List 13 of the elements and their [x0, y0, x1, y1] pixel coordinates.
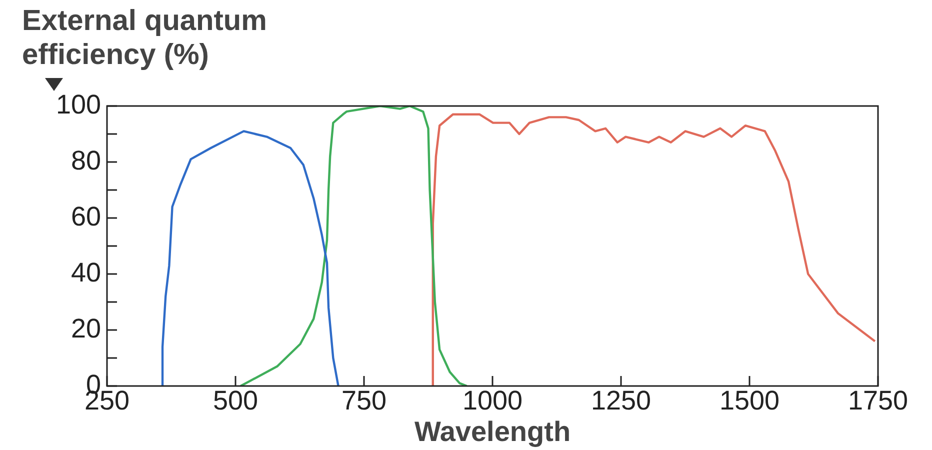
x-tick-label: 1750 — [848, 386, 908, 416]
y-tick-label: 100 — [56, 89, 101, 120]
y-axis-title: External quantum efficiency (%) — [22, 4, 268, 72]
y-tick-label: 80 — [70, 145, 101, 176]
x-tick-label: 1000 — [462, 386, 523, 416]
x-tick-label: 750 — [341, 386, 387, 416]
x-axis-title: Wavelength — [414, 416, 571, 447]
y-tick-label: 40 — [70, 257, 101, 288]
y-tick-label: 60 — [70, 201, 101, 232]
x-tick-label: 500 — [212, 386, 258, 416]
x-tick-label: 1250 — [590, 386, 652, 416]
y-tick-label: 20 — [70, 313, 101, 344]
x-tick-label: 1500 — [719, 386, 780, 416]
